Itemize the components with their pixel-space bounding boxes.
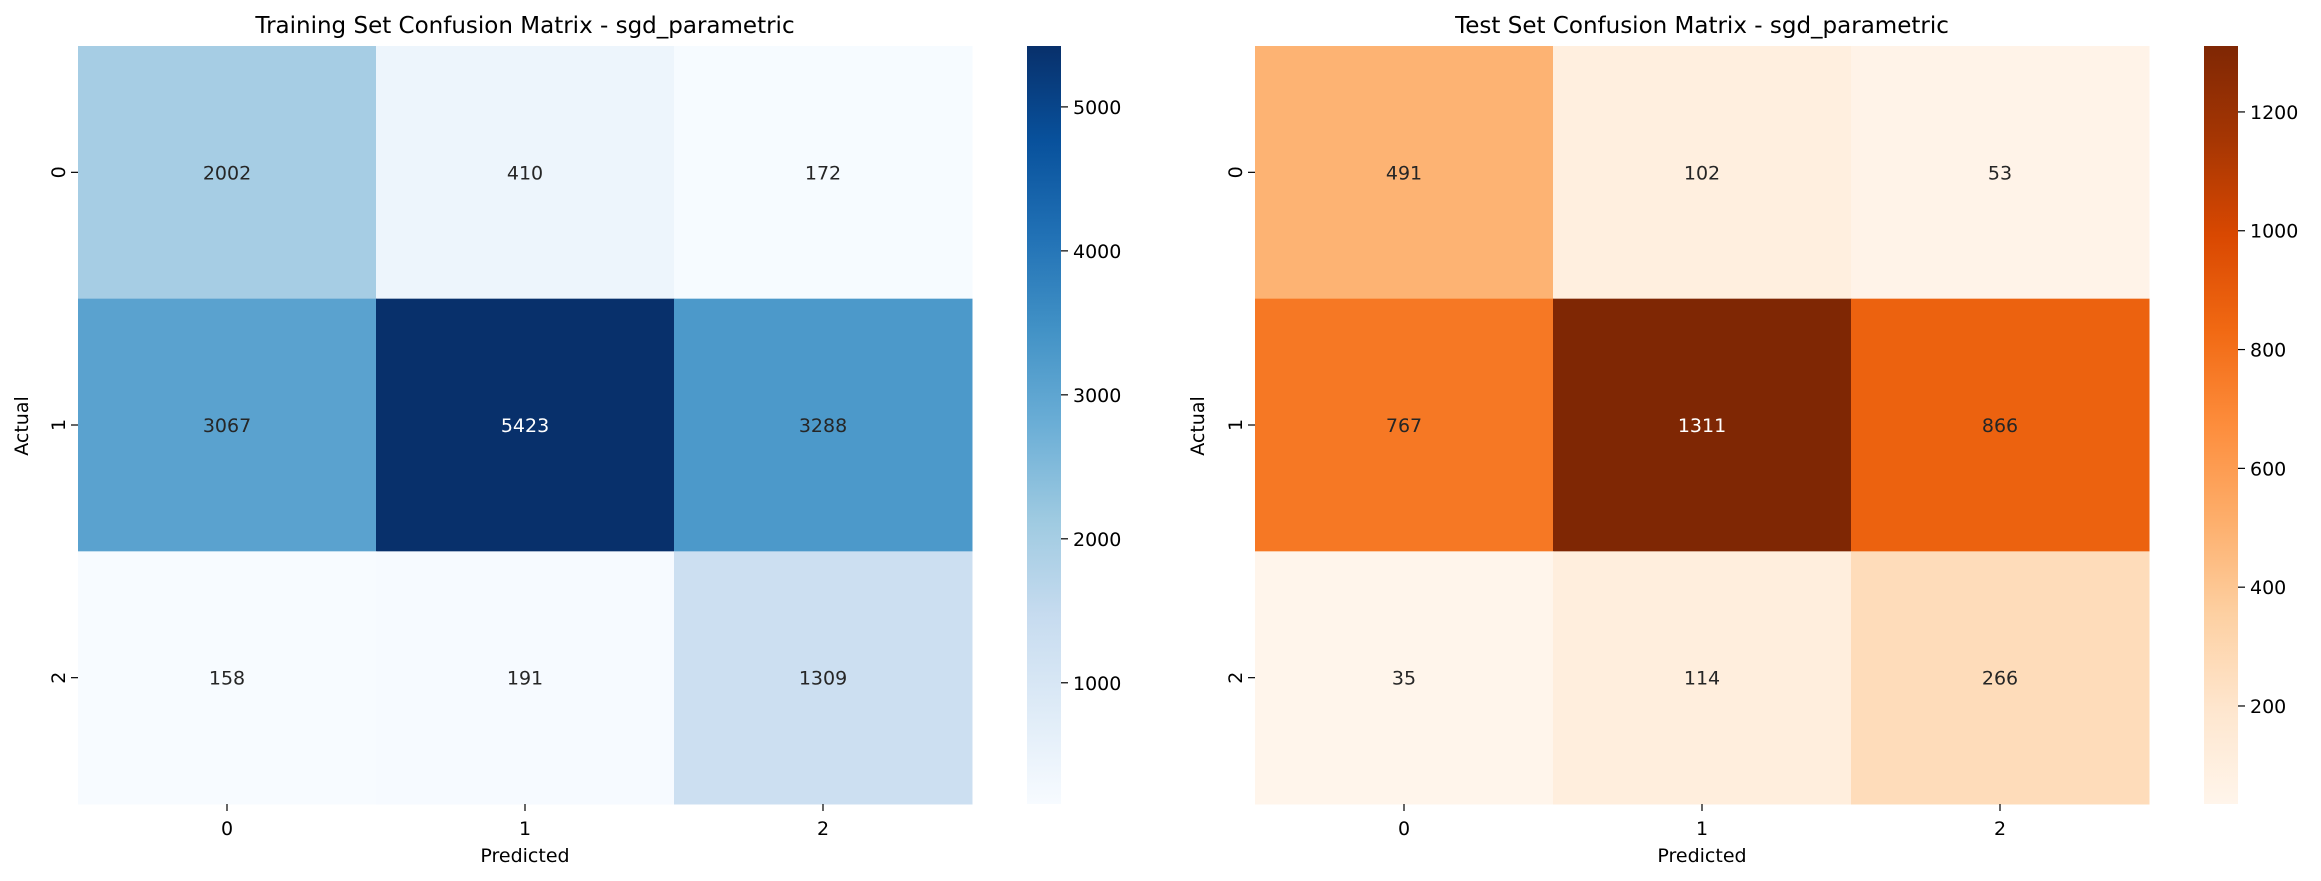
x-tick-label: 1 [519, 818, 531, 840]
heatmap-cell [1255, 46, 1554, 300]
x-tick-label: 2 [1994, 818, 2006, 840]
colorbar-tick-label: 1200 [2250, 102, 2298, 124]
cell-value-label: 114 [1684, 668, 1720, 690]
x-axis-label: Predicted [480, 845, 569, 867]
cell-value-label: 191 [507, 668, 543, 690]
cell-value-label: 158 [209, 668, 245, 690]
heatmap-cell [1553, 298, 1852, 552]
y-tick-label: 2 [48, 672, 70, 684]
colorbar: 1000 2000 3000 4000 5000 [1027, 46, 1121, 804]
chart-title: Test Set Confusion Matrix - sgd_parametr… [1454, 13, 1949, 39]
heatmap-cell [376, 551, 675, 805]
y-tick-label: 1 [48, 419, 70, 431]
colorbar-gradient [1027, 46, 1061, 804]
heatmap-cell [1851, 46, 2150, 300]
colorbar-tick-label: 4000 [1073, 241, 1121, 263]
x-axis-label: Predicted [1657, 845, 1746, 867]
heatmap-cells: 2002 410 172 3067 5423 3288 158 191 1309 [78, 46, 973, 805]
heatmap-cell [78, 298, 377, 552]
heatmap-cells: 491 102 53 767 1311 866 35 114 266 [1255, 46, 2150, 805]
heatmap-cell [674, 46, 973, 300]
heatmap-cell [1553, 46, 1852, 300]
cell-value-label: 2002 [203, 162, 251, 184]
cell-value-label: 866 [1982, 415, 2018, 437]
test-confusion-matrix: Test Set Confusion Matrix - sgd_parametr… [1187, 13, 2298, 867]
colorbar-tick-label: 3000 [1073, 385, 1121, 407]
y-tick-label: 0 [48, 166, 70, 178]
colorbar-tick-label: 1000 [2250, 221, 2298, 243]
cell-value-label: 35 [1392, 668, 1416, 690]
cell-value-label: 5423 [501, 415, 549, 437]
colorbar-tick-label: 1000 [1073, 673, 1121, 695]
cell-value-label: 410 [507, 162, 543, 184]
heatmap-cell [1553, 551, 1852, 805]
chart-title: Training Set Confusion Matrix - sgd_para… [254, 13, 794, 39]
cell-value-label: 53 [1988, 162, 2012, 184]
colorbar: 200 400 600 800 1000 1200 [2204, 46, 2298, 804]
cell-value-label: 1309 [799, 668, 847, 690]
colorbar-tick-label: 800 [2250, 340, 2286, 362]
heatmap-cell [1851, 298, 2150, 552]
colorbar-tick-label: 2000 [1073, 529, 1121, 551]
cell-value-label: 3067 [203, 415, 251, 437]
cell-value-label: 102 [1684, 162, 1720, 184]
cell-value-label: 266 [1982, 668, 2018, 690]
x-tick-label: 2 [817, 818, 829, 840]
heatmap-cell [1851, 551, 2150, 805]
cell-value-label: 767 [1386, 415, 1422, 437]
heatmap-cell [78, 46, 377, 300]
cell-value-label: 491 [1386, 162, 1422, 184]
x-axis-ticks: 0 1 2 [1398, 804, 2006, 840]
colorbar-tick-label: 600 [2250, 458, 2286, 480]
heatmap-cell [376, 46, 675, 300]
x-tick-label: 0 [221, 818, 233, 840]
colorbar-tick-label: 5000 [1073, 97, 1121, 119]
y-axis-label: Actual [1187, 396, 1209, 456]
y-tick-label: 2 [1225, 672, 1247, 684]
heatmap-cell [1255, 551, 1554, 805]
x-tick-label: 0 [1398, 818, 1410, 840]
x-axis-ticks: 0 1 2 [221, 804, 829, 840]
x-tick-label: 1 [1696, 818, 1708, 840]
y-tick-label: 0 [1225, 166, 1247, 178]
heatmap-cell [1255, 298, 1554, 552]
cell-value-label: 1311 [1678, 415, 1726, 437]
y-axis-ticks: 0 1 2 [48, 166, 78, 684]
y-axis-ticks: 0 1 2 [1225, 166, 1255, 684]
training-confusion-matrix: Training Set Confusion Matrix - sgd_para… [11, 13, 1121, 867]
heatmap-cell [376, 298, 675, 552]
heatmap-cell [674, 551, 973, 805]
colorbar-tick-label: 400 [2250, 577, 2286, 599]
cell-value-label: 172 [805, 162, 841, 184]
heatmap-cell [78, 551, 377, 805]
y-axis-label: Actual [11, 396, 33, 456]
y-tick-label: 1 [1225, 419, 1247, 431]
colorbar-gradient [2204, 46, 2238, 804]
colorbar-tick-label: 200 [2250, 696, 2286, 718]
heatmap-cell [674, 298, 973, 552]
cell-value-label: 3288 [799, 415, 847, 437]
